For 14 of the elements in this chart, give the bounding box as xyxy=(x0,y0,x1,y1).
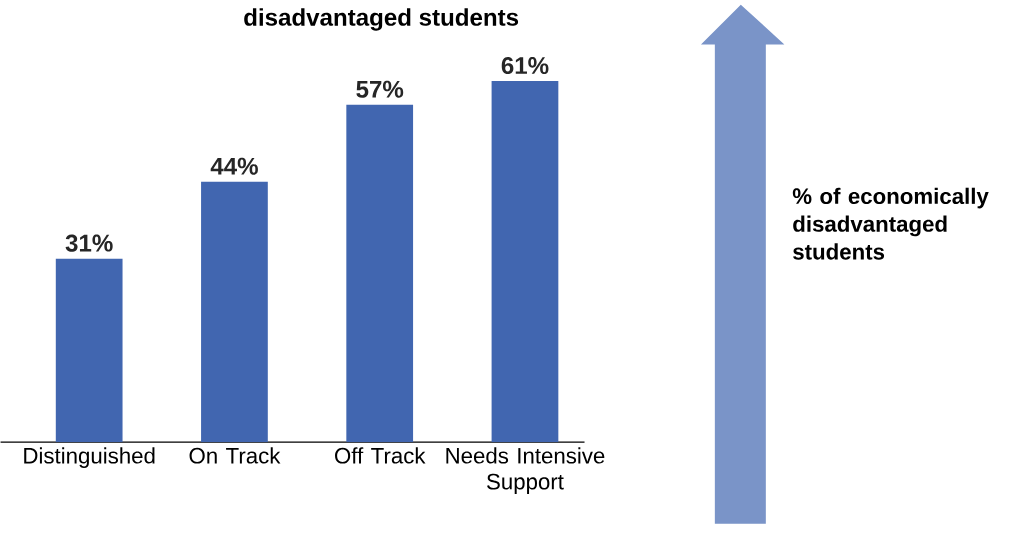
bar xyxy=(201,181,268,443)
x-tick-label: Needs Intensive Support xyxy=(446,447,605,494)
data-label: 57% xyxy=(356,80,404,98)
x-tick-label: On Track xyxy=(189,447,281,464)
text: % of economically disadvantaged students xyxy=(792,187,989,260)
bar xyxy=(55,258,123,443)
x-tick-label: Distinguished xyxy=(24,447,155,469)
data-label: 31% xyxy=(65,234,113,252)
bar xyxy=(346,104,414,443)
bar xyxy=(491,81,559,443)
x-tick-label: Off Track xyxy=(335,447,426,464)
data-label: 44% xyxy=(210,157,258,175)
chart-title: disadvantaged students xyxy=(244,8,519,31)
data-label: 61% xyxy=(501,57,549,75)
